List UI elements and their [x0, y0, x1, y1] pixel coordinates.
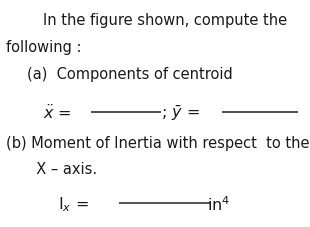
Text: (a)  Components of centroid: (a) Components of centroid	[27, 67, 233, 82]
Text: X – axis.: X – axis.	[27, 161, 98, 176]
Text: in$^4$: in$^4$	[207, 195, 230, 213]
Text: following :: following :	[6, 40, 82, 55]
Text: $\ddot{x}$ =: $\ddot{x}$ =	[42, 104, 73, 121]
Text: I$_x$ =: I$_x$ =	[58, 195, 90, 213]
Text: ; $\bar{y}$ =: ; $\bar{y}$ =	[161, 104, 202, 123]
Text: In the figure shown, compute the: In the figure shown, compute the	[42, 13, 287, 28]
Text: (b) Moment of Inertia with respect  to the: (b) Moment of Inertia with respect to th…	[6, 136, 310, 151]
